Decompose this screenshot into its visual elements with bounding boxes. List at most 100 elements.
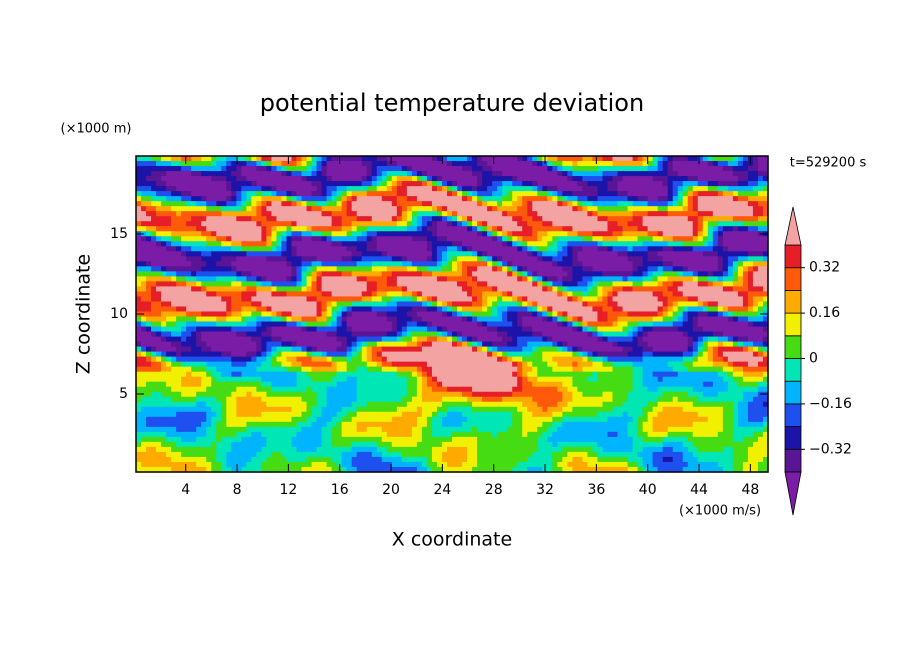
field-cell bbox=[181, 316, 187, 323]
field-cell bbox=[256, 206, 262, 212]
field-cell bbox=[547, 241, 553, 247]
field-cell bbox=[361, 326, 368, 333]
field-cell bbox=[467, 286, 473, 293]
field-cell bbox=[366, 176, 373, 182]
field-cell bbox=[482, 351, 488, 358]
field-cell bbox=[431, 301, 438, 308]
field-cell bbox=[557, 186, 563, 192]
field-cell bbox=[301, 311, 308, 318]
field-cell bbox=[702, 326, 709, 333]
field-cell bbox=[632, 231, 639, 237]
field-cell bbox=[331, 251, 338, 257]
field-cell bbox=[446, 201, 453, 207]
field-cell bbox=[396, 266, 403, 272]
field-cell bbox=[637, 256, 644, 262]
field-cell bbox=[261, 271, 268, 277]
field-cell bbox=[612, 291, 619, 298]
field-cell bbox=[627, 346, 634, 353]
field-cell bbox=[336, 336, 343, 343]
field-cell bbox=[181, 336, 187, 343]
field-cell bbox=[677, 171, 684, 177]
field-cell bbox=[186, 276, 192, 282]
field-cell bbox=[512, 341, 518, 348]
field-cell bbox=[281, 346, 288, 353]
field-cell bbox=[492, 171, 498, 177]
field-cell bbox=[381, 326, 388, 333]
field-cell bbox=[687, 326, 694, 333]
field-cell bbox=[341, 236, 348, 242]
field-cell bbox=[637, 241, 644, 247]
field-cell bbox=[712, 196, 719, 202]
field-cell bbox=[732, 241, 739, 247]
field-cell bbox=[602, 296, 609, 303]
field-cell bbox=[326, 196, 333, 202]
field-cell bbox=[391, 256, 398, 262]
field-cell bbox=[457, 236, 463, 242]
field-cell bbox=[722, 281, 729, 288]
field-cell bbox=[687, 206, 694, 212]
field-cell bbox=[572, 201, 578, 207]
field-cell bbox=[236, 191, 242, 197]
field-cell bbox=[677, 251, 684, 257]
field-cell bbox=[547, 346, 553, 353]
field-cell bbox=[602, 321, 609, 328]
field-cell bbox=[747, 276, 754, 282]
field-cell bbox=[587, 316, 594, 323]
field-cell bbox=[462, 186, 468, 192]
field-cell bbox=[191, 316, 197, 323]
field-cell bbox=[446, 331, 453, 338]
field-cell bbox=[331, 316, 338, 323]
field-cell bbox=[316, 181, 323, 187]
field-cell bbox=[321, 291, 328, 298]
field-cell bbox=[482, 206, 488, 212]
field-cell bbox=[301, 316, 308, 323]
field-cell bbox=[236, 351, 242, 358]
field-cell bbox=[752, 281, 759, 288]
field-cell bbox=[171, 346, 177, 353]
field-cell bbox=[236, 301, 242, 308]
field-cell bbox=[572, 241, 578, 247]
field-cell bbox=[276, 261, 283, 267]
field-cell bbox=[727, 231, 734, 237]
field-cell bbox=[286, 246, 293, 252]
field-cell bbox=[617, 331, 624, 338]
field-cell bbox=[597, 311, 604, 318]
field-cell bbox=[577, 226, 584, 232]
field-cell bbox=[627, 256, 634, 262]
field-cell bbox=[431, 326, 438, 333]
field-cell bbox=[216, 331, 222, 338]
field-cell bbox=[261, 171, 268, 177]
field-cell bbox=[527, 181, 533, 187]
field-cell bbox=[622, 186, 629, 192]
field-cell bbox=[156, 236, 162, 242]
field-cell bbox=[647, 261, 654, 267]
field-cell bbox=[341, 166, 348, 172]
field-cell bbox=[452, 186, 458, 192]
field-cell bbox=[331, 191, 338, 197]
field-cell bbox=[271, 286, 278, 293]
field-cell bbox=[462, 296, 468, 303]
field-cell bbox=[341, 231, 348, 237]
field-cell bbox=[321, 186, 328, 192]
field-cell bbox=[256, 221, 262, 227]
field-cell bbox=[146, 181, 152, 187]
field-cell bbox=[737, 316, 744, 323]
field-cell bbox=[727, 191, 734, 197]
field-cell bbox=[301, 271, 308, 277]
field-cell bbox=[426, 241, 433, 247]
field-cell bbox=[446, 186, 453, 192]
field-cell bbox=[522, 231, 528, 237]
field-cell bbox=[281, 261, 288, 267]
field-cell bbox=[557, 336, 563, 343]
field-cell bbox=[607, 266, 614, 272]
field-cell bbox=[732, 336, 739, 343]
field-cell bbox=[301, 301, 308, 308]
field-cell bbox=[191, 321, 197, 328]
field-cell bbox=[587, 321, 594, 328]
field-cell bbox=[211, 276, 217, 282]
field-cell bbox=[391, 251, 398, 257]
field-cell bbox=[462, 206, 468, 212]
field-cell bbox=[291, 216, 298, 222]
field-cell bbox=[587, 236, 594, 242]
field-cell bbox=[266, 176, 273, 182]
